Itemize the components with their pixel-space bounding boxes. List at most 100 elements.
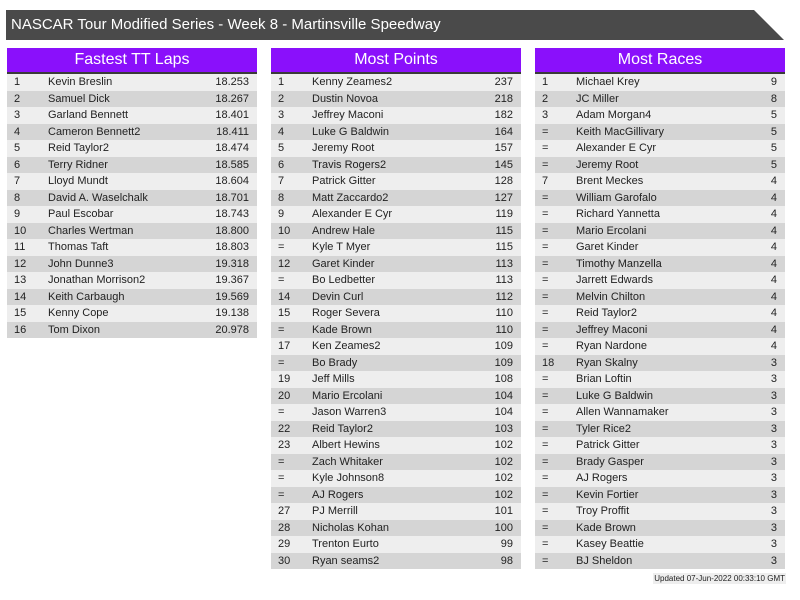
rank: 7 [542,175,549,187]
driver-name: John Dunne3 [48,257,114,270]
driver-name: Mario Ercolani [576,224,647,237]
rank: 2 [278,92,285,105]
table-row: = AJ Rogers 102 [271,486,521,503]
table-row: 12 Garet Kinder 113 [271,255,521,272]
table-row: 3 Jeffrey Maconi 182 [271,107,521,124]
value: 8 [770,92,777,105]
rank: = [542,340,549,352]
rank: 28 [278,521,291,534]
value: 99 [500,538,513,550]
table-row: 2 Samuel Dick 18.267 [7,90,257,107]
driver-name: Kyle T Myer [312,241,371,253]
rank: 30 [278,554,291,567]
table-row: = Garet Kinder 4 [535,239,785,256]
driver-name: Bo Brady [312,356,358,369]
rank: 2 [14,92,21,105]
driver-name: Dustin Novoa [312,92,379,105]
driver-name: Jonathan Morrison2 [48,274,146,286]
rank: 23 [278,439,291,451]
table-row: 29 Trenton Eurto 99 [271,536,521,553]
value: 4 [770,208,777,220]
table-row: = Jason Warren3 104 [271,404,521,421]
value: 109 [494,340,513,352]
rank: = [542,521,549,534]
driver-name: AJ Rogers [576,472,628,484]
driver-name: Garland Bennett [48,109,129,121]
rank: = [542,274,549,286]
rank: 3 [542,109,549,121]
value: 128 [494,175,513,187]
driver-name: Ryan Nardone [576,340,647,352]
rank: = [278,241,285,253]
rank: = [542,224,549,237]
value: 18.253 [215,76,249,88]
rank: 18 [542,356,555,369]
table-heading: Fastest TT Laps [7,48,257,74]
value: 182 [494,109,513,121]
rank: = [542,257,549,270]
driver-name: Timothy Manzella [576,257,662,270]
table-row: 11 Thomas Taft 18.803 [7,239,257,256]
driver-name: Mario Ercolani [312,389,383,402]
table-row: 15 Roger Severa 110 [271,305,521,322]
rank: = [542,191,549,204]
rank: 1 [278,76,285,88]
value: 3 [770,389,777,402]
value: 18.800 [215,224,249,237]
rank: 7 [14,175,21,187]
value: 18.604 [215,175,249,187]
value: 19.318 [215,257,249,270]
value: 3 [770,373,777,385]
fastest-laps-table: Fastest TT Laps 1 Kevin Breslin 18.253 2 Sam… [7,48,257,338]
table-row: 5 Reid Taylor2 18.474 [7,140,257,157]
driver-name: Patrick Gitter [576,439,640,451]
table-row: 9 Paul Escobar 18.743 [7,206,257,223]
driver-name: JC Miller [576,92,619,105]
driver-name: Kevin Fortier [576,488,639,501]
rank: 6 [14,158,21,171]
table-row: 8 David A. Waselchalk 18.701 [7,189,257,206]
driver-name: Jarrett Edwards [576,274,654,286]
rank: 1 [14,76,21,88]
rank: 19 [278,373,291,385]
driver-name: Tom Dixon [48,323,100,336]
table-row: 10 Andrew Hale 115 [271,222,521,239]
table-row: = Brady Gasper 3 [535,453,785,470]
driver-name: Nicholas Kohan [312,521,390,534]
table-row: = Jarrett Edwards 4 [535,272,785,289]
driver-name: Patrick Gitter [312,175,376,187]
table-row: 7 Patrick Gitter 128 [271,173,521,190]
value: 164 [494,125,513,138]
rank: 11 [14,241,26,253]
rank: 16 [14,323,27,336]
table-row: 8 Matt Zaccardo2 127 [271,189,521,206]
driver-name: Bo Ledbetter [312,274,375,286]
table-row: 13 Jonathan Morrison2 19.367 [7,272,257,289]
driver-name: Jeremy Root [312,142,375,154]
table-row: = Luke G Baldwin 3 [535,387,785,404]
value: 218 [494,92,513,105]
rank: = [278,488,285,501]
driver-name: BJ Sheldon [576,554,633,567]
table-row: = Brian Loftin 3 [535,371,785,388]
value: 100 [494,521,513,534]
value: 102 [494,472,513,484]
value: 4 [770,175,777,187]
table-row: 6 Terry Ridner 18.585 [7,156,257,173]
driver-name: Kyle Johnson8 [312,472,385,484]
driver-name: Albert Hewins [312,439,380,451]
rank: 4 [14,125,21,138]
value: 4 [770,224,777,237]
value: 145 [494,158,513,171]
driver-name: Reid Taylor2 [48,142,109,154]
value: 4 [770,290,777,303]
rank: = [542,422,549,435]
rank: = [278,356,285,369]
value: 115 [495,241,513,253]
value: 18.267 [215,92,249,105]
table-row: = Bo Ledbetter 113 [271,272,521,289]
rank: 14 [14,290,27,303]
value: 113 [495,257,513,270]
rank: = [278,406,285,418]
table-row: 7 Lloyd Mundt 18.604 [7,173,257,190]
